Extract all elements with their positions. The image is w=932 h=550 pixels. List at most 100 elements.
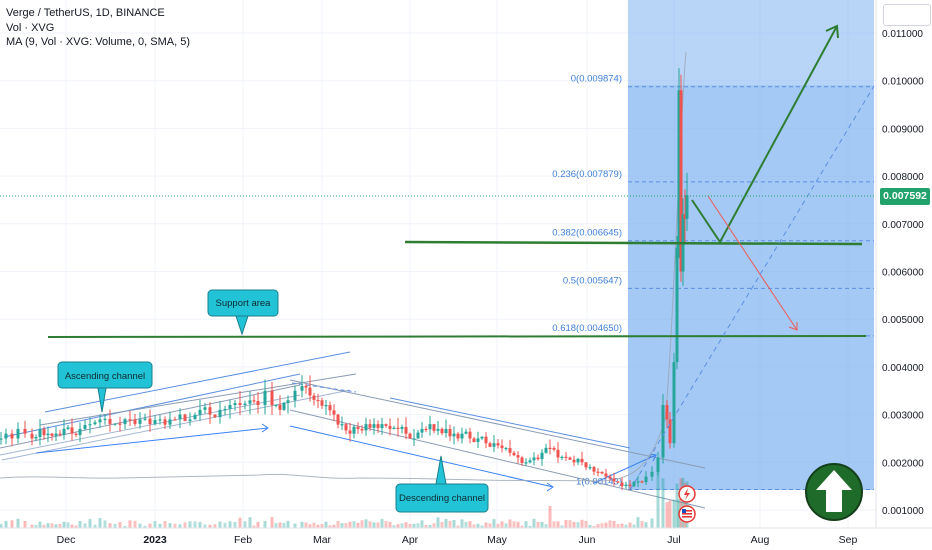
- candle-body[interactable]: [516, 455, 520, 458]
- candle-body[interactable]: [83, 424, 87, 429]
- legend-ma[interactable]: MA (9, Vol · XVG: Volume, 0, SMA, 5): [6, 36, 191, 48]
- candle-body[interactable]: [312, 395, 316, 400]
- candle-body[interactable]: [286, 400, 290, 403]
- support-line[interactable]: [47, 335, 867, 338]
- candle-body[interactable]: [328, 405, 332, 411]
- candle-body[interactable]: [624, 484, 628, 487]
- candle-body[interactable]: [278, 404, 282, 410]
- candle-body[interactable]: [332, 410, 336, 415]
- candle-body[interactable]: [392, 427, 396, 429]
- candle-body[interactable]: [650, 471, 654, 477]
- candle-body[interactable]: [528, 460, 532, 463]
- candle-body[interactable]: [452, 433, 456, 437]
- candle-body[interactable]: [46, 433, 50, 436]
- candle-body[interactable]: [580, 458, 584, 463]
- candle-body[interactable]: [248, 400, 252, 404]
- candle-body[interactable]: [472, 438, 476, 443]
- candle-body[interactable]: [158, 419, 162, 421]
- candle-body[interactable]: [480, 436, 484, 439]
- candle-body[interactable]: [128, 419, 132, 421]
- candle-body[interactable]: [632, 482, 636, 487]
- candle-body[interactable]: [193, 414, 197, 420]
- candle-body[interactable]: [168, 419, 172, 425]
- candle-body[interactable]: [282, 402, 286, 410]
- candle-body[interactable]: [243, 403, 247, 406]
- candle-body[interactable]: [560, 456, 564, 459]
- candle-body[interactable]: [0, 438, 3, 440]
- candle-body[interactable]: [388, 425, 392, 429]
- candle-body[interactable]: [612, 478, 616, 482]
- callout-ascending-channel[interactable]: Ascending channel: [57, 361, 153, 413]
- candle-body[interactable]: [536, 457, 540, 460]
- candle-body[interactable]: [436, 428, 440, 431]
- candle-body[interactable]: [356, 426, 360, 429]
- candle-body[interactable]: [188, 419, 192, 422]
- resistance-line[interactable]: [404, 240, 863, 246]
- candle-body[interactable]: [208, 407, 212, 415]
- candle-body[interactable]: [256, 400, 260, 406]
- candle-body[interactable]: [428, 424, 432, 430]
- candle-body[interactable]: [576, 458, 580, 463]
- candle-body[interactable]: [263, 390, 267, 406]
- candle-body[interactable]: [223, 408, 227, 411]
- candle-body[interactable]: [324, 405, 328, 407]
- candle-body[interactable]: [380, 424, 384, 429]
- candle-body[interactable]: [540, 452, 544, 460]
- candle-body[interactable]: [400, 427, 404, 429]
- candle-body[interactable]: [113, 423, 117, 425]
- candle-body[interactable]: [218, 409, 222, 418]
- candle-body[interactable]: [556, 449, 560, 458]
- candle-body[interactable]: [460, 433, 464, 439]
- candle-body[interactable]: [412, 438, 416, 440]
- candle-body[interactable]: [584, 462, 588, 468]
- candle-body[interactable]: [572, 459, 576, 463]
- candle-body[interactable]: [656, 457, 660, 472]
- candle-body[interactable]: [636, 481, 640, 483]
- candle-body[interactable]: [16, 428, 20, 439]
- candle-body[interactable]: [404, 427, 408, 434]
- candle-body[interactable]: [504, 447, 508, 450]
- ascending-channel[interactable]: [0, 351, 357, 461]
- candle-body[interactable]: [293, 390, 297, 401]
- candle-body[interactable]: [183, 414, 187, 422]
- candle-body[interactable]: [677, 90, 681, 248]
- candle-body[interactable]: [524, 462, 528, 464]
- candle-body[interactable]: [300, 385, 304, 391]
- candle-body[interactable]: [133, 419, 137, 424]
- candle-body[interactable]: [10, 433, 14, 439]
- candle-body[interactable]: [148, 418, 152, 425]
- candle-body[interactable]: [163, 419, 167, 425]
- candle-body[interactable]: [336, 414, 340, 425]
- candle-body[interactable]: [228, 405, 232, 409]
- projection-up[interactable]: [691, 25, 838, 244]
- legend-volume[interactable]: Vol · XVG: [6, 21, 55, 34]
- candle-body[interactable]: [98, 419, 102, 423]
- candle-body[interactable]: [352, 426, 356, 434]
- candle-body[interactable]: [108, 418, 112, 425]
- candle-body[interactable]: [500, 445, 504, 448]
- descending-channel[interactable]: [289, 379, 706, 509]
- candle-body[interactable]: [608, 476, 612, 479]
- candle-body[interactable]: [340, 424, 344, 426]
- candle-body[interactable]: [78, 428, 82, 435]
- candle-body[interactable]: [138, 419, 142, 424]
- candle-body[interactable]: [512, 452, 516, 456]
- candle-body[interactable]: [456, 433, 460, 439]
- candle-body[interactable]: [233, 403, 237, 406]
- candle-body[interactable]: [492, 443, 496, 447]
- callout-support-area[interactable]: Support area: [207, 289, 279, 336]
- candle-body[interactable]: [665, 405, 669, 420]
- candle-body[interactable]: [683, 214, 687, 220]
- us-flag-icon[interactable]: [678, 505, 696, 523]
- candle-body[interactable]: [308, 387, 312, 396]
- candle-body[interactable]: [628, 484, 632, 487]
- candle-body[interactable]: [408, 433, 412, 439]
- candle-body[interactable]: [476, 438, 480, 443]
- candle-body[interactable]: [432, 424, 436, 431]
- candle-body[interactable]: [42, 428, 46, 436]
- candle-body[interactable]: [50, 433, 54, 436]
- candle-body[interactable]: [661, 405, 665, 458]
- candle-body[interactable]: [548, 447, 552, 450]
- candle-body[interactable]: [520, 457, 524, 464]
